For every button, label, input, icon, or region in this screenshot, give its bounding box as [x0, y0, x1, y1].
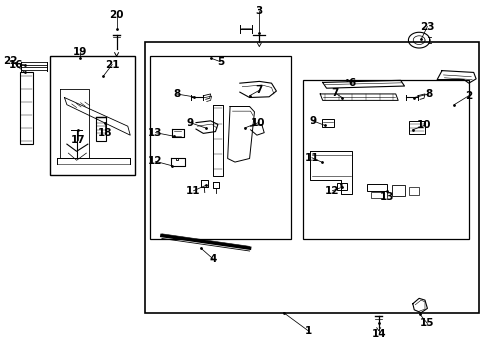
Bar — [367, 184, 386, 192]
Text: 10: 10 — [251, 118, 265, 128]
Text: 18: 18 — [98, 128, 112, 138]
Bar — [391, 185, 404, 196]
Text: 21: 21 — [105, 59, 119, 69]
Text: 12: 12 — [325, 186, 339, 196]
Text: 1: 1 — [304, 325, 311, 336]
Bar — [337, 183, 346, 190]
Text: 6: 6 — [347, 78, 355, 88]
Bar — [20, 72, 33, 144]
Text: 7: 7 — [255, 85, 263, 95]
Bar — [321, 119, 333, 127]
Text: 11: 11 — [304, 153, 319, 163]
Bar — [149, 56, 290, 239]
Text: 14: 14 — [370, 329, 385, 339]
Text: 19: 19 — [73, 46, 87, 57]
Text: 9: 9 — [309, 116, 316, 126]
Text: 3: 3 — [255, 6, 263, 16]
Bar — [50, 56, 135, 175]
Text: 4: 4 — [209, 254, 216, 264]
Bar — [408, 121, 424, 134]
Text: 20: 20 — [109, 10, 123, 20]
Text: 2: 2 — [464, 91, 471, 101]
Text: 12: 12 — [148, 156, 163, 166]
Text: 13: 13 — [380, 192, 394, 202]
Bar — [303, 80, 468, 239]
Text: 11: 11 — [186, 186, 201, 196]
Text: 22: 22 — [2, 56, 17, 66]
Text: 7: 7 — [331, 88, 338, 98]
Text: 8: 8 — [425, 89, 431, 99]
Text: 9: 9 — [186, 118, 193, 128]
Text: 10: 10 — [416, 121, 430, 130]
Text: 17: 17 — [71, 135, 85, 145]
Bar — [408, 187, 418, 195]
Text: 8: 8 — [173, 89, 180, 99]
Bar — [370, 192, 383, 198]
Bar — [96, 117, 105, 140]
Text: 5: 5 — [216, 57, 224, 67]
Text: 23: 23 — [419, 22, 434, 32]
Text: 16: 16 — [8, 59, 23, 69]
Text: 15: 15 — [419, 319, 434, 328]
Text: 13: 13 — [148, 128, 163, 138]
Bar — [144, 42, 478, 313]
